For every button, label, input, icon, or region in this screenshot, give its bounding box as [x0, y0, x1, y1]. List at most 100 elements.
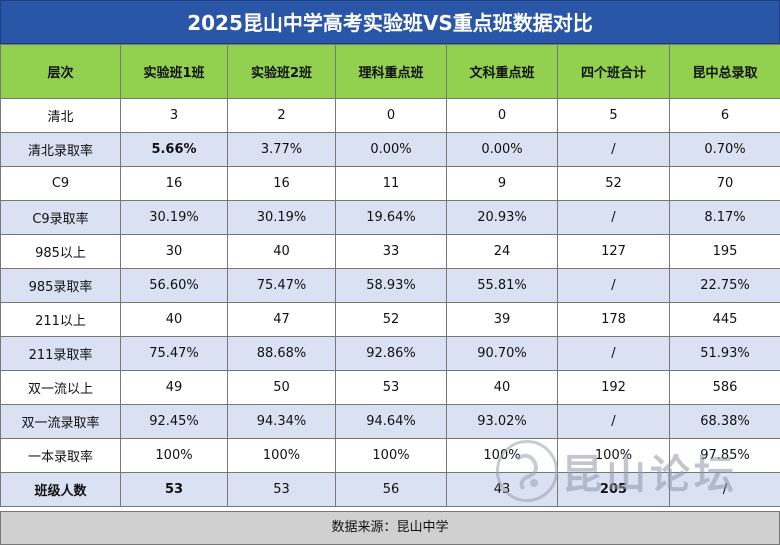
table-cell: 30: [120, 234, 228, 269]
column-header: 昆中总录取: [669, 44, 780, 99]
table-cell: 56: [335, 472, 447, 507]
column-header: 层次: [0, 44, 121, 99]
row-label: 985以上: [0, 234, 121, 269]
table-cell: 0.70%: [669, 132, 780, 167]
table-cell: 75.47%: [120, 336, 228, 371]
table-cell: 100%: [335, 438, 447, 473]
table-cell: /: [557, 200, 670, 235]
table-cell: 92.45%: [120, 404, 228, 439]
column-header: 实验班2班: [227, 44, 336, 99]
table-cell: 5.66%: [120, 132, 228, 167]
row-label: C9: [0, 166, 121, 201]
comparison-table: 层次 实验班1班 实验班2班 理科重点班 文科重点班 四个班合计 昆中总录取 清…: [0, 44, 780, 507]
table-row: 清北录取率 5.66% 3.77% 0.00% 0.00%/0.70%: [0, 132, 780, 167]
table-cell: 5: [557, 98, 670, 133]
table-cell: 43: [446, 472, 558, 507]
column-header: 文科重点班: [446, 44, 558, 99]
row-label: 985录取率: [0, 268, 121, 303]
table-cell: 178: [557, 302, 670, 337]
table-row: 双一流以上 49 50 53 40 192 586: [0, 370, 780, 405]
table-cell: 40: [446, 370, 558, 405]
table-cell: 50: [227, 370, 336, 405]
column-header: 实验班1班: [120, 44, 228, 99]
row-label: 双一流以上: [0, 370, 121, 405]
table-row: 一本录取率 100% 100% 100% 100% 100% 97.85%: [0, 438, 780, 473]
table-row: 211以上 40 47 52 39 178 445: [0, 302, 780, 337]
table-row: 985录取率 56.60% 75.47% 58.93% 55.81%/22.75%: [0, 268, 780, 303]
table-cell: 40: [120, 302, 228, 337]
header-row: 层次 实验班1班 实验班2班 理科重点班 文科重点班 四个班合计 昆中总录取: [0, 44, 780, 99]
table-row: 985以上 30 40 33 24 127 195: [0, 234, 780, 269]
table-cell: /: [557, 132, 670, 167]
table-cell: /: [557, 268, 670, 303]
page-title: 2025昆山中学高考实验班VS重点班数据对比: [0, 0, 780, 44]
table-cell: 24: [446, 234, 558, 269]
row-label: 211录取率: [0, 336, 121, 371]
table-cell: 16: [227, 166, 336, 201]
row-label: C9录取率: [0, 200, 121, 235]
table-cell: 51.93%: [669, 336, 780, 371]
table-cell: 6: [669, 98, 780, 133]
table-cell: 92.86%: [335, 336, 447, 371]
table-cell: 3: [120, 98, 228, 133]
table-cell: /: [557, 404, 670, 439]
table-cell: 33: [335, 234, 447, 269]
table-cell: 100%: [557, 438, 670, 473]
table-cell: 0: [446, 98, 558, 133]
table-cell: 40: [227, 234, 336, 269]
table-row: 班级人数 53 53 56 43 205/: [0, 472, 780, 507]
table-cell: 97.85%: [669, 438, 780, 473]
table-cell: 2: [227, 98, 336, 133]
row-label: 清北: [0, 98, 121, 133]
table-cell: 19.64%: [335, 200, 447, 235]
table-cell: 53: [227, 472, 336, 507]
table-cell: 16: [120, 166, 228, 201]
table-cell: 52: [557, 166, 670, 201]
column-header: 理科重点班: [335, 44, 447, 99]
table-cell: 30.19%: [227, 200, 336, 235]
table-cell: 0.00%: [335, 132, 447, 167]
table-row: 清北 3 2 0 0 5 6: [0, 98, 780, 133]
table-cell: 205: [557, 472, 670, 507]
table-cell: 127: [557, 234, 670, 269]
column-header: 四个班合计: [557, 44, 670, 99]
table-cell: 88.68%: [227, 336, 336, 371]
table-cell: 20.93%: [446, 200, 558, 235]
table-row: C9录取率 30.19% 30.19% 19.64% 20.93%/8.17%: [0, 200, 780, 235]
row-label: 一本录取率: [0, 438, 121, 473]
row-label: 班级人数: [0, 472, 121, 507]
table-row: 211录取率 75.47% 88.68% 92.86% 90.70%/51.93%: [0, 336, 780, 371]
table-cell: 192: [557, 370, 670, 405]
table-cell: 49: [120, 370, 228, 405]
table-cell: 39: [446, 302, 558, 337]
table-cell: /: [557, 336, 670, 371]
table-cell: 0: [335, 98, 447, 133]
table-cell: 3.77%: [227, 132, 336, 167]
table-row: C9 16 16 11 9 52 70: [0, 166, 780, 201]
table-cell: /: [669, 472, 780, 507]
table-cell: 100%: [446, 438, 558, 473]
table-cell: 58.93%: [335, 268, 447, 303]
table-cell: 100%: [120, 438, 228, 473]
table-cell: 8.17%: [669, 200, 780, 235]
table-cell: 75.47%: [227, 268, 336, 303]
table-cell: 445: [669, 302, 780, 337]
table-cell: 9: [446, 166, 558, 201]
table-cell: 52: [335, 302, 447, 337]
table-cell: 94.34%: [227, 404, 336, 439]
table-cell: 93.02%: [446, 404, 558, 439]
table-cell: 0.00%: [446, 132, 558, 167]
table-cell: 56.60%: [120, 268, 228, 303]
table-cell: 195: [669, 234, 780, 269]
row-label: 清北录取率: [0, 132, 121, 167]
table-cell: 53: [335, 370, 447, 405]
table-cell: 100%: [227, 438, 336, 473]
table-row: 双一流录取率 92.45% 94.34% 94.64% 93.02%/68.38%: [0, 404, 780, 439]
row-label: 双一流录取率: [0, 404, 121, 439]
table-cell: 70: [669, 166, 780, 201]
table-cell: 22.75%: [669, 268, 780, 303]
table-cell: 94.64%: [335, 404, 447, 439]
table-cell: 30.19%: [120, 200, 228, 235]
table-cell: 47: [227, 302, 336, 337]
